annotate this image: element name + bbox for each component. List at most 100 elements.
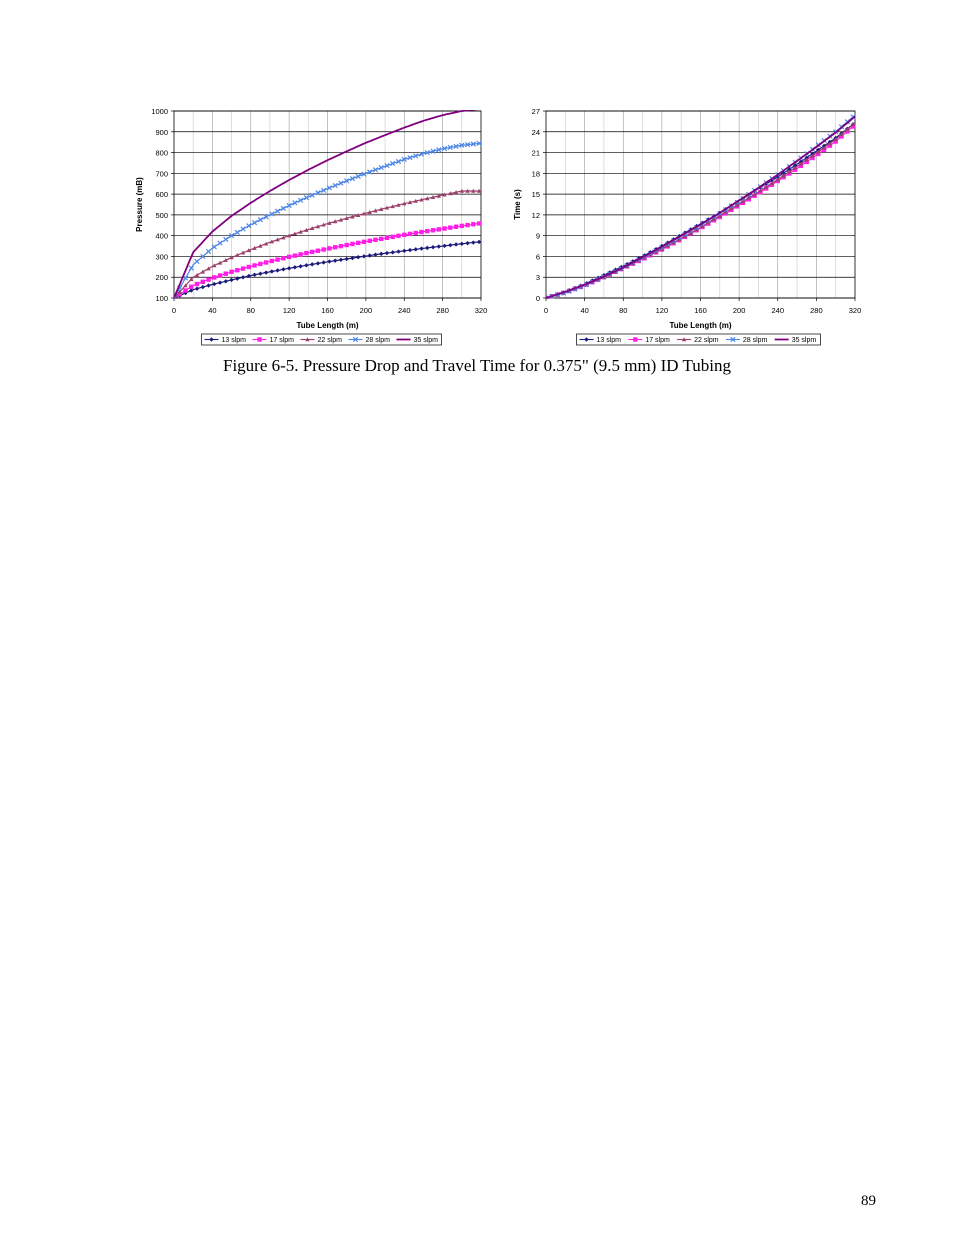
data-point <box>407 200 413 205</box>
y-tick-label: 21 <box>532 149 540 158</box>
data-point <box>194 286 200 291</box>
data-point <box>263 214 269 220</box>
series-28-slpm <box>174 140 482 299</box>
data-point <box>309 226 315 231</box>
data-point <box>763 184 769 189</box>
data-point <box>338 180 344 186</box>
data-point <box>326 185 333 191</box>
data-point <box>402 248 407 254</box>
data-point <box>309 192 315 198</box>
data-point <box>211 244 217 250</box>
data-point <box>263 260 269 265</box>
y-tick-label: 300 <box>155 252 168 261</box>
data-point <box>332 182 338 189</box>
data-point <box>298 264 303 269</box>
data-point <box>769 181 775 186</box>
data-point <box>402 201 407 206</box>
y-tick-label: 500 <box>155 211 168 220</box>
data-point <box>240 266 246 271</box>
data-point <box>810 153 815 158</box>
data-point <box>752 192 757 197</box>
data-point <box>476 188 482 193</box>
x-tick-label: 160 <box>321 306 334 315</box>
y-tick-label: 15 <box>532 190 540 199</box>
data-point <box>390 160 396 167</box>
data-point <box>292 200 298 206</box>
data-point <box>367 169 373 175</box>
data-point <box>816 151 821 157</box>
data-point <box>332 258 338 263</box>
data-point <box>401 156 407 163</box>
data-point <box>711 216 717 221</box>
data-point <box>298 197 304 203</box>
data-point <box>252 272 257 278</box>
legend-label: 13 slpm <box>597 337 622 344</box>
data-point <box>281 267 286 272</box>
data-point <box>459 142 465 148</box>
legend-swatch-marker <box>209 337 214 342</box>
data-point <box>177 289 182 294</box>
data-point <box>183 288 188 293</box>
data-point <box>390 204 395 209</box>
y-tick-label: 6 <box>536 252 540 261</box>
data-point <box>182 275 189 281</box>
x-tick-label: 80 <box>619 306 627 315</box>
data-point <box>775 177 780 182</box>
data-point <box>792 165 798 170</box>
data-point <box>304 250 309 256</box>
data-point <box>430 195 436 199</box>
y-tick-label: 3 <box>536 273 540 282</box>
legend-swatch-marker <box>681 337 687 342</box>
data-point <box>459 188 465 193</box>
data-point <box>850 124 856 129</box>
data-point <box>390 234 395 240</box>
series-35-slpm <box>546 115 856 299</box>
data-point <box>298 229 303 234</box>
data-point <box>787 169 792 174</box>
y-tick-label: 100 <box>155 294 168 303</box>
y-tick-label: 600 <box>155 190 168 199</box>
data-point <box>384 235 390 241</box>
data-point <box>194 272 200 277</box>
data-point <box>453 242 459 247</box>
data-point <box>677 237 682 242</box>
data-point <box>275 237 280 242</box>
data-point <box>281 256 286 261</box>
data-point <box>258 243 263 248</box>
x-tick-label: 320 <box>475 306 488 315</box>
data-point <box>373 252 378 257</box>
data-point <box>418 151 425 157</box>
data-point <box>476 221 482 226</box>
y-tick-label: 9 <box>536 232 540 241</box>
data-point <box>379 236 384 242</box>
data-point <box>298 252 303 257</box>
data-point <box>465 240 470 246</box>
data-point <box>292 253 298 258</box>
data-point <box>453 190 459 195</box>
data-point <box>470 141 476 147</box>
data-point <box>235 252 240 257</box>
pressure-chart: 100 200 300 400 500 600 700 800 900 1000 0 40 80 120 1… <box>135 107 488 346</box>
data-point <box>332 219 338 224</box>
data-point <box>471 188 476 193</box>
data-point <box>396 233 401 239</box>
series-35-slpm <box>174 110 477 299</box>
data-point <box>212 275 217 280</box>
data-point <box>424 150 430 156</box>
y-axis-title: Time (s) <box>513 189 522 220</box>
legend-label: 35 slpm <box>414 337 439 344</box>
data-point <box>309 262 315 267</box>
series-line <box>174 110 477 299</box>
data-point <box>430 228 436 233</box>
data-point <box>303 195 310 201</box>
data-point <box>246 273 252 279</box>
data-point <box>356 254 361 260</box>
data-point <box>436 244 441 249</box>
series-22-slpm <box>174 188 482 299</box>
data-point <box>246 248 252 253</box>
legend: 13 slpm 17 slpm 22 slpm 28 slpm 35 slpm <box>201 333 442 346</box>
data-point <box>274 208 281 214</box>
data-point <box>263 241 269 246</box>
legend-label: 28 slpm <box>366 337 391 344</box>
